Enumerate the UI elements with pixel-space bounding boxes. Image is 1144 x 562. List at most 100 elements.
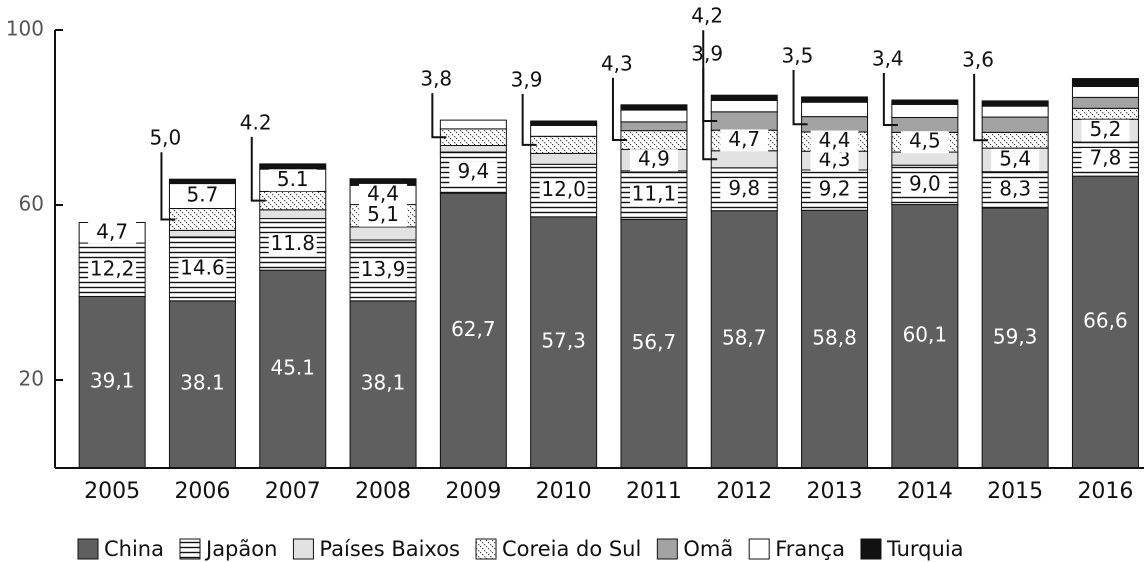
bar-segment — [620, 121, 688, 132]
value-label: 3,5 — [782, 43, 814, 67]
bar-segment — [981, 100, 1049, 107]
bar-segment — [891, 151, 959, 166]
value-label: 57,3 — [541, 329, 586, 353]
value-label: 3,9 — [691, 42, 723, 66]
legend-label: China — [104, 537, 164, 561]
legend-swatch — [475, 538, 497, 560]
value-label: 12,0 — [541, 177, 586, 201]
bar-segment — [439, 192, 507, 468]
callout-line — [702, 30, 718, 122]
callout-line — [160, 152, 176, 221]
label-bg — [991, 178, 1040, 201]
bar-segment — [891, 103, 959, 118]
x-tick-label: 2006 — [174, 479, 230, 504]
value-label: 9,4 — [457, 159, 489, 183]
y-tick-label: 60 — [19, 192, 44, 216]
bar-segment — [1071, 85, 1139, 98]
value-label: 8,3 — [999, 176, 1031, 200]
value-label: 3,9 — [511, 68, 543, 92]
callout-line — [250, 136, 266, 202]
y-tick-label: 100 — [6, 17, 44, 41]
bar-segment — [530, 120, 598, 126]
value-label: 4,9 — [638, 147, 670, 171]
bar-segment — [620, 104, 688, 111]
bar-segment — [981, 105, 1049, 118]
value-label: 45.1 — [270, 355, 315, 379]
value-label: 5,4 — [999, 146, 1031, 170]
legend-label: Japãon — [204, 537, 277, 561]
callout-line — [431, 93, 447, 139]
legend-swatch — [656, 538, 678, 560]
bar-segment — [259, 209, 327, 220]
label-bg — [359, 183, 408, 206]
value-label: 56,7 — [632, 330, 677, 354]
value-label: 11,1 — [632, 182, 677, 206]
value-label: 11.8 — [270, 231, 315, 255]
x-tick-label: 2012 — [716, 479, 772, 504]
value-label: 5.1 — [277, 167, 309, 191]
callout-line — [882, 73, 898, 126]
bar-segment — [891, 204, 959, 468]
bar-segment — [801, 209, 869, 468]
bar-segment — [801, 96, 869, 103]
x-tick-label: 2008 — [355, 479, 411, 504]
bar-segment — [530, 152, 598, 165]
value-label: 9,8 — [728, 176, 760, 200]
value-label: 4,7 — [96, 219, 128, 243]
label-bg — [720, 178, 769, 201]
x-tick-label: 2015 — [987, 479, 1043, 504]
value-label: 5,2 — [1090, 117, 1122, 141]
x-tick-label: 2010 — [536, 479, 592, 504]
callout-line — [973, 73, 989, 142]
x-tick-label: 2011 — [626, 479, 682, 504]
bar-segment — [439, 128, 507, 146]
x-tick-label: 2005 — [84, 479, 140, 504]
bar-segment — [981, 116, 1049, 133]
value-label: 5.7 — [187, 183, 219, 207]
legend-label: Omã — [683, 537, 733, 561]
legend-swatch — [748, 538, 770, 560]
callout-line — [521, 94, 537, 146]
value-label: 4,7 — [728, 127, 760, 151]
value-label: 66,6 — [1083, 308, 1128, 332]
callout-line — [792, 69, 808, 126]
value-label: 13,9 — [361, 257, 406, 281]
value-label: 12,2 — [90, 256, 135, 280]
label-bg — [449, 161, 498, 184]
bar-segment — [530, 124, 598, 137]
value-label: 60,1 — [903, 323, 948, 347]
bar-segment — [891, 99, 959, 105]
value-label: 5,1 — [367, 202, 399, 226]
value-label: 4.2 — [240, 110, 272, 134]
value-label: 4,3 — [601, 51, 633, 75]
value-label: 4,5 — [909, 129, 941, 153]
bar-segment — [710, 210, 778, 468]
bar-segment — [259, 163, 327, 170]
label-bg — [539, 179, 588, 202]
bar-segment — [168, 178, 236, 185]
label-bg — [1081, 119, 1130, 142]
label-bg — [1081, 148, 1130, 171]
label-bg — [629, 184, 678, 207]
bar-segment — [710, 99, 778, 113]
value-label: 3,4 — [872, 47, 904, 71]
callout-line — [611, 77, 627, 142]
value-label: 59,3 — [993, 324, 1038, 348]
value-label: 4,2 — [691, 4, 723, 28]
label-bg — [810, 179, 859, 202]
value-label: 7,8 — [1090, 146, 1122, 170]
bar-segment — [530, 135, 598, 154]
legend-label: Turquia — [886, 537, 964, 561]
x-tick-label: 2009 — [445, 479, 501, 504]
value-label: 5,0 — [149, 126, 181, 150]
label-bg — [359, 259, 408, 282]
label-bg — [88, 221, 137, 244]
legend-swatch — [860, 538, 882, 560]
value-label: 38.1 — [180, 371, 225, 395]
x-tick-label: 2016 — [1077, 479, 1133, 504]
value-label: 4,4 — [819, 128, 851, 152]
bar-segment — [1071, 96, 1139, 109]
label-bg — [900, 173, 949, 196]
x-tick-label: 2007 — [265, 479, 321, 504]
